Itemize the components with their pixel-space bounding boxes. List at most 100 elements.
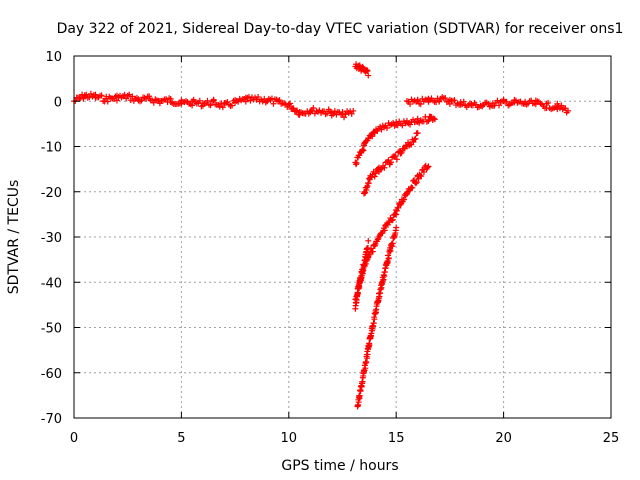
data-point [372,170,379,177]
data-point [565,107,572,114]
data-point [389,240,396,247]
data-point [285,101,292,108]
data-point [276,97,283,104]
data-point [430,115,437,122]
data-point [210,97,217,104]
data-point [207,102,214,109]
data-point [360,142,367,149]
y-tick-label: 10 [45,50,62,65]
data-point [385,255,392,262]
axis-ticks: 0 5 10 15 20 25 10 0 -10 -20 -30 -40 -50 -60 -70 [41,50,620,446]
data-point [414,115,421,122]
data-point [216,103,223,110]
data-point [363,358,370,365]
data-point [387,159,394,166]
data-point [286,100,293,107]
data-point [365,72,372,79]
data-point [219,104,226,111]
x-tick-label: 20 [495,431,512,446]
data-point [409,184,416,191]
data-point [331,108,338,115]
data-point [126,91,133,98]
data-point [359,146,366,153]
data-point [431,116,438,123]
data-point [364,245,371,252]
data-point [356,152,363,159]
x-tick-label: 0 [70,431,78,446]
data-point [418,173,425,180]
data-point [77,94,84,101]
y-tick-label: 0 [54,95,62,110]
data-point [369,133,376,140]
data-point [268,95,275,102]
x-axis-title: GPS time / hours [281,458,398,474]
data-point [384,259,391,266]
data-point [442,95,449,102]
data-point [363,67,370,74]
data-point [358,272,365,279]
data-point [395,204,402,211]
chart-title: Day 322 of 2021, Sidereal Day-to-day VTE… [57,21,624,37]
series-baseline-after-gap [403,94,572,116]
data-point [255,93,262,100]
data-point [104,98,111,105]
data-point [414,129,421,136]
data-point [390,119,397,126]
data-point [350,107,357,114]
data-point [425,118,432,125]
data-point [310,105,317,112]
data-point [407,101,414,108]
data-point [389,216,396,223]
data-point [393,211,400,218]
data-point [196,97,203,104]
data-points-layer [71,61,572,410]
data-point [559,106,566,113]
data-point [383,125,390,132]
series-baseline-before-gap [71,90,357,121]
data-point [362,189,369,196]
data-point [360,147,367,154]
data-point [353,161,360,168]
data-point [371,316,378,323]
x-tick-label: 25 [603,431,620,446]
data-point [83,91,90,98]
y-tick-label: -70 [41,412,62,427]
data-point [401,196,408,203]
data-point [366,341,373,348]
data-point [127,97,134,104]
data-point [270,100,277,107]
data-point [356,392,363,399]
data-point [414,97,421,104]
series-descending-track-a [352,113,438,168]
y-tick-label: -30 [41,231,62,246]
data-point [412,135,419,142]
data-point [229,102,236,109]
data-point [545,99,552,106]
data-point [370,320,377,327]
data-point [353,160,360,167]
data-point [364,351,371,358]
data-point [369,248,376,255]
data-point [368,330,375,337]
data-point [381,164,388,171]
data-point [392,153,399,160]
data-point [397,150,404,157]
data-point [411,136,418,143]
data-point [398,149,405,156]
data-point [425,163,432,170]
data-point [374,236,381,243]
data-point [451,97,458,104]
series-short-segment-top [352,61,372,79]
data-point [371,173,378,180]
data-point [495,102,502,109]
data-point [393,207,400,214]
data-point [558,102,565,109]
data-point [420,169,427,176]
data-point [562,105,569,112]
data-point [387,248,394,255]
series-descending-track-b [360,129,421,197]
data-point [339,108,346,115]
data-point [189,102,196,109]
